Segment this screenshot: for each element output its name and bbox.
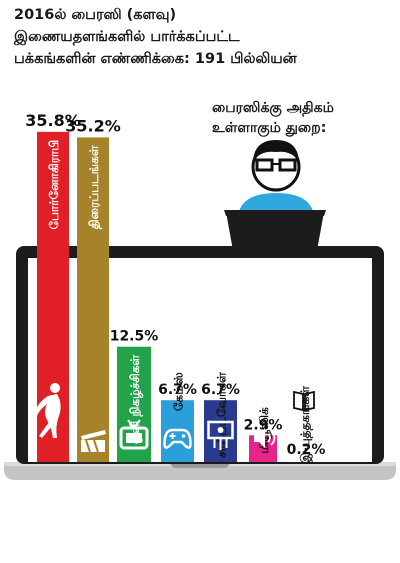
bar-group-5: 6.7%சாஃப்ட்வேர்கள் xyxy=(201,372,240,462)
laptop-base xyxy=(4,462,396,480)
bar-group-1: 35.8% போர்னோகிராபி xyxy=(25,111,81,462)
value-label-1: 35.8% xyxy=(25,111,81,130)
bar-group-7: 0.2%இ-புத்தகங்கள் xyxy=(287,386,326,465)
header-line-2: இணையதளங்களில் பார்க்கப்பட்ட xyxy=(14,29,240,45)
value-label-6: 2.9% xyxy=(244,417,283,433)
value-label-5: 6.7% xyxy=(201,382,240,398)
bar-group-4: 6.7%கேம்ஸ் xyxy=(158,372,197,462)
side-title-line-1: பைரஸிக்கு அதிகம் xyxy=(212,100,334,116)
category-label-1: போர்னோகிராபி xyxy=(47,140,61,230)
header-line-3: பக்கங்களின் எண்ணிக்கை: 191 பில்லியன் xyxy=(14,51,297,67)
value-label-4: 6.7% xyxy=(158,382,197,398)
clapperboard-icon xyxy=(81,430,106,453)
value-label-7: 0.2% xyxy=(287,442,326,458)
bar-group-6: 2.9%மியூஸிக் xyxy=(244,407,283,462)
speaker-icon xyxy=(254,428,276,448)
person-icon xyxy=(224,140,326,256)
value-label-3: 12.5% xyxy=(110,329,159,345)
bar-group-2: 35.2% திரைப்படங்கள் xyxy=(65,116,121,462)
category-label-7: இ-புத்தகங்கள் xyxy=(298,386,313,465)
book-icon xyxy=(293,390,315,412)
circuit-icon xyxy=(207,420,234,450)
side-title-line-2: உள்ளாகும் துறை: xyxy=(212,120,327,136)
header-line-1: 2016ல் பைரஸி (களவு) xyxy=(14,7,177,23)
category-label-4: கேம்ஸ் xyxy=(172,372,186,411)
bar-2 xyxy=(77,137,109,462)
category-label-3: ஒளி நிகழ்ச்சிகள் xyxy=(128,355,143,444)
tv-icon xyxy=(119,419,149,450)
bar-group-3: 12.5% ஒளி நிகழ்ச்சிகள் xyxy=(110,329,159,462)
silhouette-icon xyxy=(34,383,61,438)
value-label-2: 35.2% xyxy=(65,116,121,135)
category-label-5: சாஃப்ட்வேர்கள் xyxy=(215,372,229,458)
gamepad-icon xyxy=(163,428,192,449)
category-label-2: திரைப்படங்கள் xyxy=(87,145,102,229)
